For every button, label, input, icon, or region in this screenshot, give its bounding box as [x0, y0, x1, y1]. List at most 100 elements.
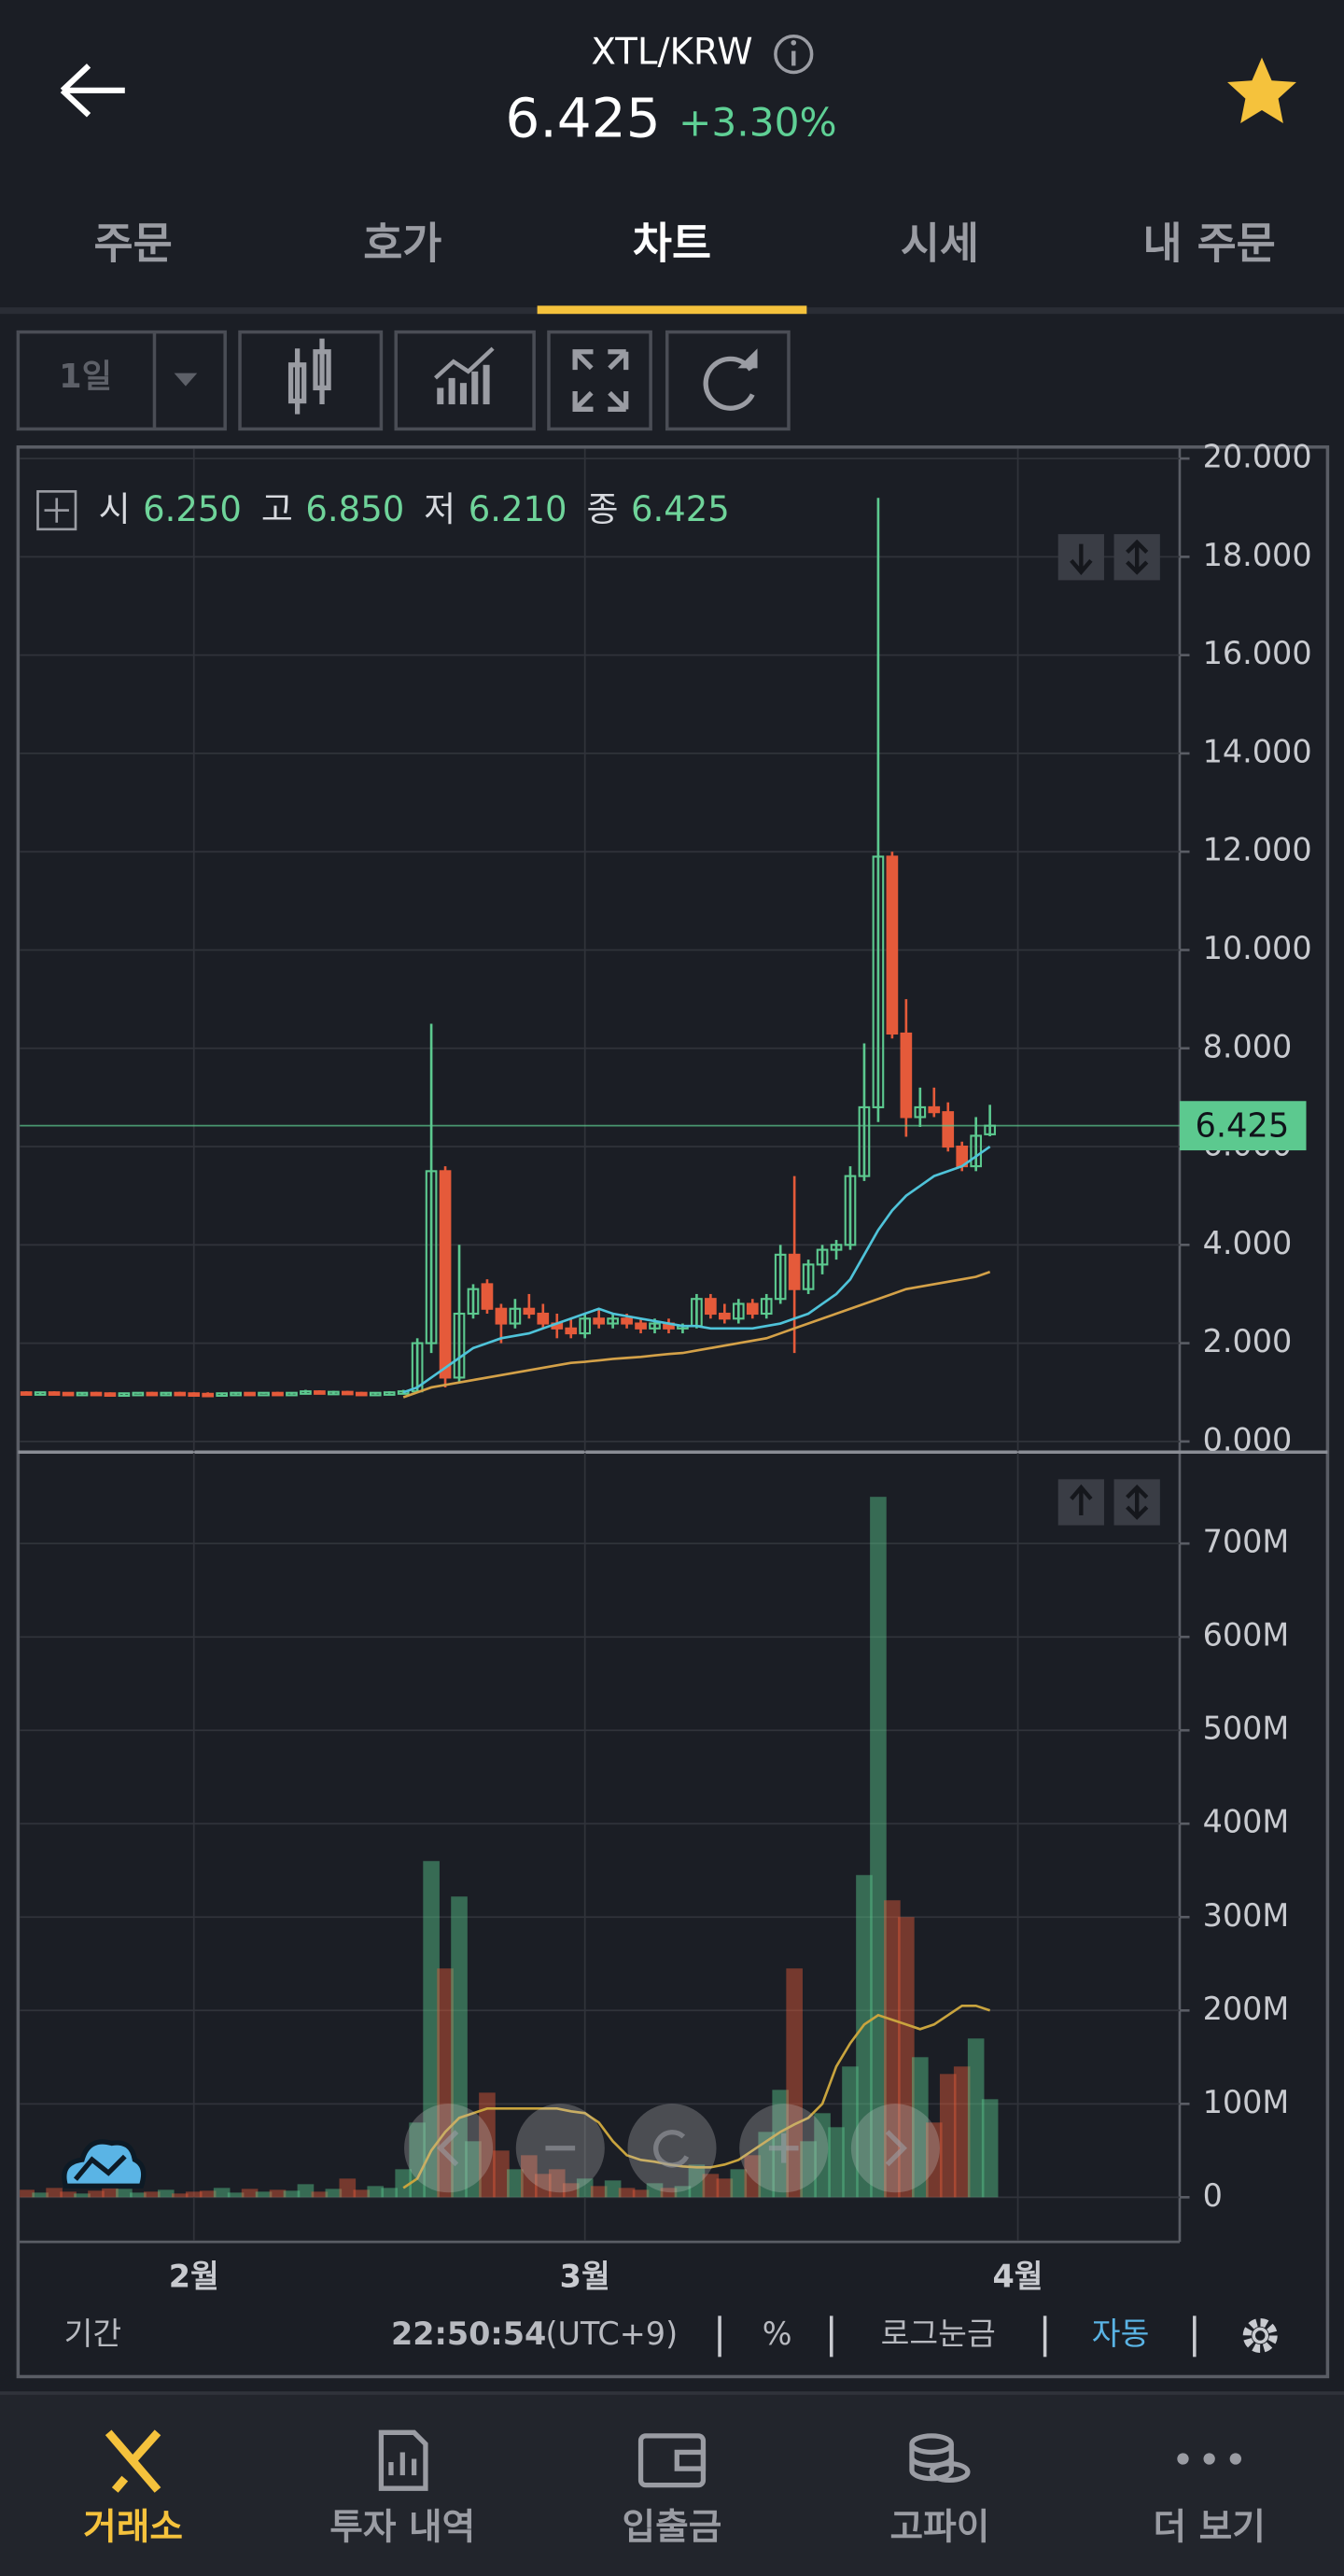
candle-body — [341, 1390, 354, 1396]
logo-line — [73, 2154, 127, 2181]
settings-icon[interactable] — [1242, 2317, 1278, 2353]
volume-bar — [604, 2180, 622, 2198]
volume-bar — [660, 2188, 678, 2198]
price-change: +3.30% — [679, 99, 837, 145]
chart-type-button[interactable] — [238, 330, 384, 431]
volume-bar — [646, 2183, 664, 2198]
y-tick-label: 18.000 — [1203, 537, 1312, 573]
fullscreen-button[interactable] — [547, 330, 652, 431]
volume-bar — [507, 2169, 524, 2198]
y-tick-label: 100M — [1203, 2084, 1290, 2120]
candle-body — [300, 1390, 312, 1395]
last-price-tag — [1179, 1101, 1307, 1151]
candle-body — [816, 1248, 829, 1266]
nav-item-active[interactable]: 거래소 — [83, 2507, 183, 2549]
tab[interactable]: 내 주문 — [1143, 219, 1276, 269]
candle-body — [48, 1391, 61, 1396]
moving-average-line — [402, 2004, 991, 2189]
candle-body — [774, 1253, 787, 1301]
candle-body — [746, 1302, 759, 1316]
volume-bar — [32, 2192, 49, 2198]
current-price: 6.425 — [505, 86, 660, 149]
favorite-star[interactable] — [1227, 57, 1296, 124]
panel-plot — [20, 1497, 999, 2198]
volume-bar — [562, 2183, 580, 2198]
zoom-controls[interactable] — [404, 2104, 940, 2193]
nav-item[interactable]: 고파이 — [890, 2507, 990, 2549]
y-tick-label: 8.000 — [1203, 1028, 1293, 1064]
volume-bar — [548, 2169, 566, 2198]
volume-bar — [674, 2186, 692, 2198]
volume-bar — [576, 2178, 594, 2198]
legend-label: 고 — [261, 489, 293, 529]
volume-bar — [157, 2189, 175, 2198]
y-tick-label: 14.000 — [1203, 733, 1312, 769]
volume-bar — [60, 2191, 77, 2198]
candle-body — [286, 1391, 298, 1397]
nav-item[interactable]: 투자 내역 — [329, 2507, 475, 2549]
legend-icon[interactable] — [36, 490, 77, 531]
nav-item[interactable]: 입출금 — [623, 2507, 722, 2549]
legend-label: 저 — [424, 489, 455, 529]
volume-bar — [297, 2184, 315, 2198]
volume-bar — [688, 2164, 706, 2198]
auto-toggle[interactable]: 자동 — [1092, 2316, 1150, 2352]
panel-plot — [20, 498, 1180, 1399]
candle-icon — [287, 338, 331, 415]
volume-bar — [856, 1875, 873, 2198]
volume-bar — [884, 1900, 901, 2198]
volume-bar — [185, 2191, 203, 2198]
candle-body — [230, 1391, 242, 1397]
candle-body — [872, 855, 885, 1108]
period-button[interactable]: 기간 — [64, 2316, 122, 2352]
tab[interactable]: 호가 — [363, 219, 441, 269]
info-icon[interactable] — [774, 34, 814, 75]
tab-active[interactable]: 차트 — [633, 219, 711, 269]
volume-bar — [339, 2178, 357, 2198]
volume-bar — [521, 2155, 538, 2198]
volume-bar — [144, 2191, 161, 2198]
volume-bar — [632, 2189, 650, 2198]
last-price-label: 6.425 — [1195, 1106, 1289, 1145]
y-tick-label: 16.000 — [1203, 635, 1312, 671]
volume-bar — [241, 2189, 259, 2198]
volume-bar — [870, 1497, 887, 2198]
nav-icon — [105, 2429, 161, 2493]
tab[interactable]: 시세 — [901, 219, 979, 269]
refresh-arrowhead — [737, 348, 758, 369]
legend-value: 6.425 — [631, 489, 730, 529]
volume-bar — [213, 2188, 231, 2198]
log-toggle[interactable]: 로그눈금 — [881, 2316, 996, 2352]
separators — [718, 2316, 1197, 2358]
candle-body — [425, 1170, 438, 1344]
volume-bar — [88, 2190, 105, 2198]
refresh-button[interactable] — [665, 330, 791, 431]
candle-body — [844, 1175, 857, 1246]
candle-body — [481, 1283, 494, 1310]
volume-bar — [46, 2188, 63, 2198]
nav-item[interactable]: 더 보기 — [1153, 2507, 1265, 2549]
indicator-button[interactable] — [394, 330, 536, 431]
volume-bar — [618, 2188, 636, 2198]
y-tick-label: 4.000 — [1203, 1225, 1293, 1261]
candle-body — [607, 1317, 619, 1325]
volume-bar — [283, 2190, 301, 2198]
back-button[interactable] — [60, 63, 125, 118]
interval-select[interactable] — [16, 330, 227, 431]
volume-bar — [842, 2066, 859, 2198]
tab[interactable]: 주문 — [93, 219, 172, 269]
candle-body — [439, 1170, 452, 1379]
volume-bar — [981, 2099, 999, 2198]
volume-bar — [967, 2038, 985, 2198]
y-tick-label: 200M — [1203, 1991, 1290, 2027]
candle-body — [160, 1391, 173, 1397]
volume-bar — [939, 2074, 957, 2198]
y-tick-label: 2.000 — [1203, 1323, 1293, 1359]
y-tick-label: 500M — [1203, 1710, 1290, 1747]
percent-toggle[interactable]: % — [763, 2316, 792, 2352]
candle-body — [146, 1391, 159, 1397]
candle-body — [509, 1307, 522, 1325]
y-tick-label: 600M — [1203, 1617, 1290, 1654]
candle-body — [718, 1312, 731, 1320]
